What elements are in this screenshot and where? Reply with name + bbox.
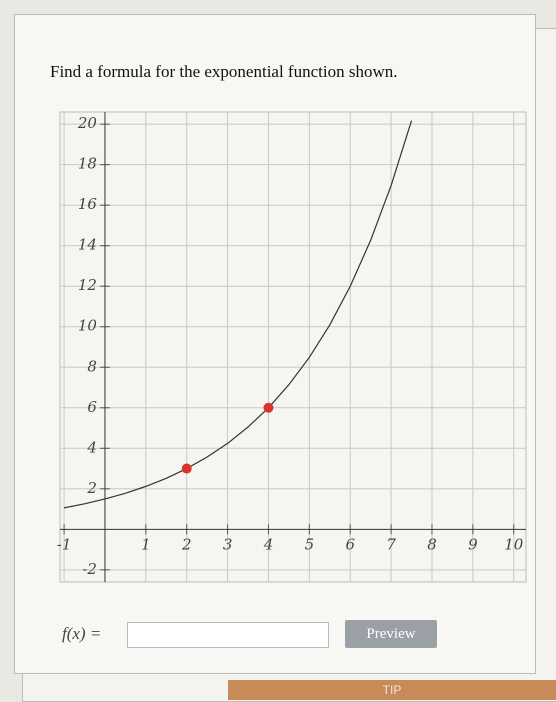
y-tick-label: 6 bbox=[87, 398, 97, 416]
point bbox=[181, 463, 192, 474]
y-tick-label: 4 bbox=[86, 438, 97, 456]
preview-button[interactable]: Preview bbox=[345, 620, 437, 648]
plot-area bbox=[59, 111, 527, 583]
y-tick-label: -2 bbox=[82, 560, 97, 578]
y-tick-label: 2 bbox=[86, 479, 97, 497]
x-tick-label: 10 bbox=[504, 535, 524, 553]
answer-input[interactable] bbox=[127, 622, 329, 648]
point bbox=[263, 402, 274, 413]
x-tick-label: 2 bbox=[181, 535, 192, 553]
x-tick-label: 6 bbox=[345, 535, 355, 553]
curve bbox=[63, 120, 413, 509]
x-tick-label: 7 bbox=[386, 535, 396, 553]
x-tick-label: 9 bbox=[468, 535, 478, 553]
answer-label: f(x) = bbox=[62, 624, 102, 643]
x-tick-label: 4 bbox=[263, 535, 274, 553]
x-tick-label: 3 bbox=[223, 535, 233, 553]
x-tick-label: 5 bbox=[305, 535, 315, 553]
y-tick-label: 10 bbox=[78, 317, 98, 335]
question: Find a formula for the exponential funct… bbox=[50, 62, 398, 81]
x-tick-label: -1 bbox=[57, 535, 72, 553]
y-tick-label: 18 bbox=[78, 155, 97, 173]
y-tick-label: 14 bbox=[78, 236, 97, 254]
y-tick-label: 16 bbox=[78, 195, 98, 213]
y-tick-label: 12 bbox=[78, 276, 97, 294]
y-tick-label: 20 bbox=[77, 114, 98, 132]
x-tick-label: 1 bbox=[141, 535, 151, 553]
x-tick-label: 8 bbox=[427, 535, 437, 553]
y-tick-label: 8 bbox=[87, 357, 97, 375]
tip-bar[interactable]: TIP bbox=[228, 680, 556, 700]
